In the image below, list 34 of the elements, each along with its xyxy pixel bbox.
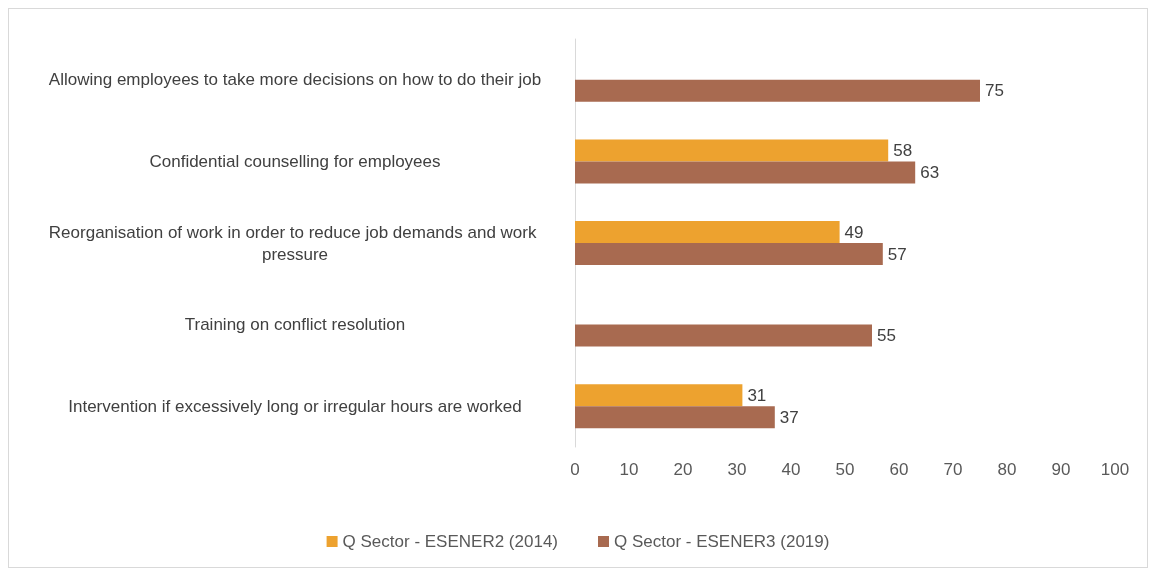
data-label: 75 (985, 81, 1004, 101)
x-tick-label: 10 (619, 460, 639, 479)
x-tick-label: 60 (889, 460, 909, 479)
data-label: 49 (844, 222, 864, 242)
bar (575, 139, 889, 162)
bar (575, 324, 872, 347)
bar (575, 221, 840, 243)
x-tick-label: 80 (997, 460, 1017, 479)
bar (575, 79, 980, 102)
x-tick-label: 70 (943, 460, 963, 479)
x-tick-label: 100 (1100, 460, 1130, 479)
bar (575, 161, 916, 184)
data-label: 37 (779, 407, 799, 427)
x-tick-label: 50 (835, 460, 855, 479)
x-tick-label: 90 (1051, 460, 1071, 479)
x-tick-label: 20 (673, 460, 693, 479)
x-tick-label: 0 (570, 460, 580, 479)
y-tick-label: Confidential counselling for employees (149, 151, 441, 171)
y-tick-label: Reorganisation of work in order to reduce job demands and work pressure (48, 222, 542, 264)
bar (575, 406, 775, 429)
data-label: 63 (920, 162, 940, 182)
data-label: 58 (893, 140, 913, 160)
x-tick-label: 30 (727, 460, 747, 479)
data-label: 55 (877, 326, 896, 346)
x-tick-label: 40 (781, 460, 801, 479)
bar (575, 243, 883, 265)
y-tick-label: Intervention if excessively long or irregular hours are worked (68, 396, 522, 416)
data-label: 31 (747, 385, 767, 405)
bar (575, 384, 743, 407)
legend-label: Q Sector - ESENER3 (2019) (614, 532, 830, 551)
y-tick-label: Training on conflict resolution (184, 315, 406, 335)
legend-label: Q Sector - ESENER2 (2014) (342, 532, 559, 551)
data-label: 57 (887, 244, 907, 264)
y-tick-label: Allowing employees to take more decisions on how to do their job (48, 70, 542, 90)
